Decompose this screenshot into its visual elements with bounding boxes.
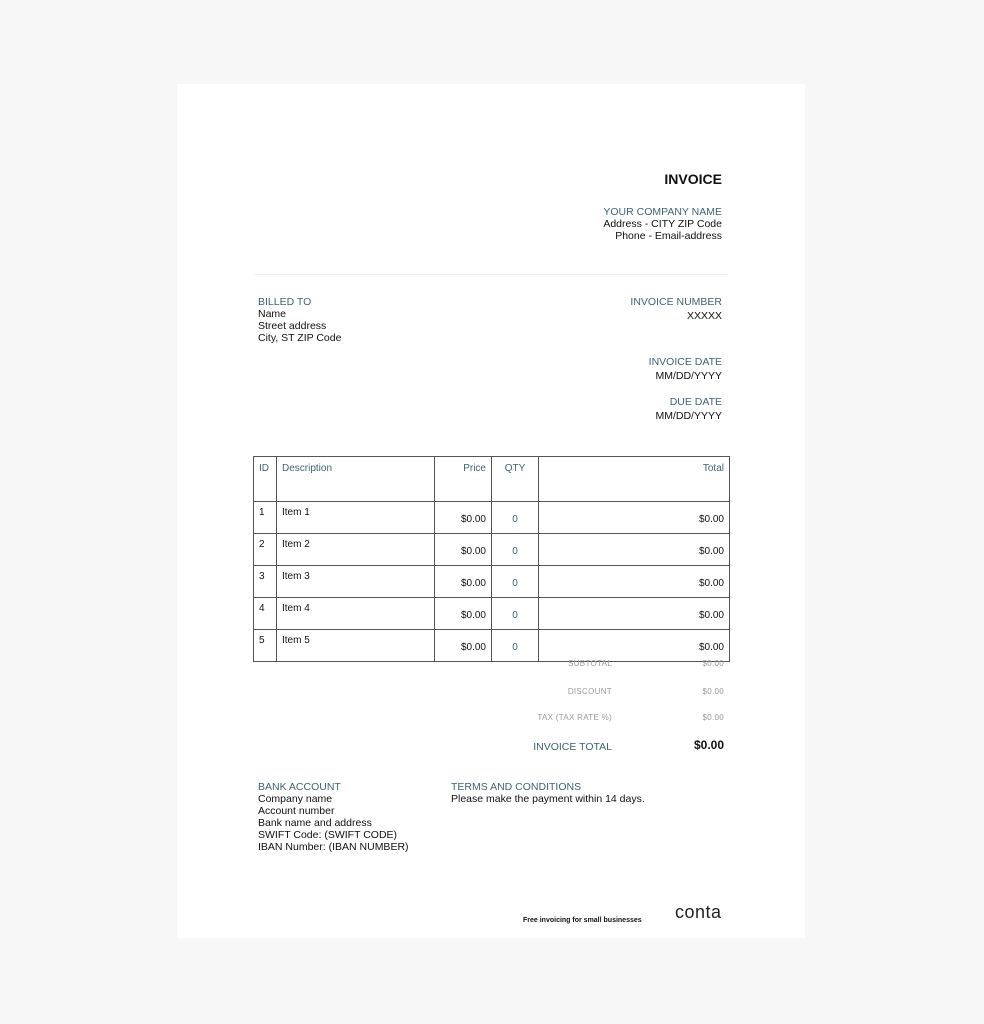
table-row: 3 Item 3 $0.00 0 $0.00 bbox=[253, 565, 730, 598]
row-total: $0.00 bbox=[538, 629, 730, 662]
billed-to-label: BILLED TO bbox=[258, 296, 312, 308]
bank-account-label: BANK ACCOUNT bbox=[258, 781, 341, 793]
row-description: Item 3 bbox=[276, 565, 435, 598]
row-price: $0.00 bbox=[434, 565, 492, 598]
row-qty: 0 bbox=[491, 565, 539, 598]
due-date: MM/DD/YYYY bbox=[655, 410, 722, 422]
conta-logo: conta bbox=[675, 902, 722, 922]
company-name: YOUR COMPANY NAME bbox=[603, 206, 722, 218]
tax-label: TAX (TAX RATE %) bbox=[537, 713, 612, 722]
invoice-total-value: $0.00 bbox=[693, 738, 724, 752]
billed-city: City, ST ZIP Code bbox=[258, 332, 342, 344]
table-header: ID Description Price QTY Total bbox=[253, 456, 730, 502]
bank-line: Company name bbox=[258, 793, 333, 805]
row-price: $0.00 bbox=[434, 597, 492, 630]
row-id: 4 bbox=[253, 597, 277, 630]
table-row: 4 Item 4 $0.00 0 $0.00 bbox=[253, 597, 730, 630]
subtotal-label: SUBTOTAL bbox=[568, 659, 612, 668]
row-qty: 0 bbox=[491, 597, 539, 630]
row-total: $0.00 bbox=[538, 565, 730, 598]
header-description: Description bbox=[276, 456, 435, 502]
bank-account-details: Company name Account number Bank name and … bbox=[258, 793, 409, 853]
invoice-date-label: INVOICE DATE bbox=[648, 356, 722, 368]
due-date-label: DUE DATE bbox=[669, 396, 722, 408]
row-description: Item 2 bbox=[276, 533, 435, 566]
table-row: 5 Item 5 $0.00 0 $0.00 bbox=[253, 629, 730, 662]
discount-label: DISCOUNT bbox=[567, 687, 612, 696]
billed-street: Street address bbox=[258, 320, 327, 332]
header-total: Total bbox=[538, 456, 730, 502]
row-qty: 0 bbox=[491, 533, 539, 566]
items-table: ID Description Price QTY Total 1 Item 1 $0… bbox=[253, 456, 730, 662]
invoice-total-label: INVOICE TOTAL bbox=[533, 741, 612, 753]
row-description: Item 1 bbox=[276, 501, 435, 534]
row-qty: 0 bbox=[491, 629, 539, 662]
invoice-number: XXXXX bbox=[686, 310, 722, 322]
row-id: 5 bbox=[253, 629, 277, 662]
row-description: Item 4 bbox=[276, 597, 435, 630]
row-id: 1 bbox=[253, 501, 277, 534]
terms-text: Please make the payment within 14 days. bbox=[451, 793, 645, 805]
discount-value: $0.00 bbox=[702, 687, 724, 696]
company-contact: Phone - Email-address bbox=[615, 230, 722, 242]
table-row: 2 Item 2 $0.00 0 $0.00 bbox=[253, 533, 730, 566]
footer-tagline: Free invoicing for small businesses bbox=[523, 917, 642, 924]
row-qty: 0 bbox=[491, 501, 539, 534]
bank-line: Account number bbox=[258, 805, 335, 817]
table-row: 1 Item 1 $0.00 0 $0.00 bbox=[253, 501, 730, 534]
company-address: Address - CITY ZIP Code bbox=[603, 218, 722, 230]
bank-line: IBAN Number: (IBAN NUMBER) bbox=[258, 841, 409, 853]
row-total: $0.00 bbox=[538, 501, 730, 534]
header-qty: QTY bbox=[491, 456, 539, 502]
row-price: $0.00 bbox=[434, 501, 492, 534]
invoice-number-label: INVOICE NUMBER bbox=[630, 296, 722, 308]
row-total: $0.00 bbox=[538, 533, 730, 566]
row-id: 3 bbox=[253, 565, 277, 598]
row-price: $0.00 bbox=[434, 629, 492, 662]
invoice-date: MM/DD/YYYY bbox=[655, 370, 722, 382]
row-price: $0.00 bbox=[434, 533, 492, 566]
row-id: 2 bbox=[253, 533, 277, 566]
tax-value: $0.00 bbox=[702, 713, 724, 722]
bank-line: Bank name and address bbox=[258, 817, 372, 829]
billed-name: Name bbox=[258, 308, 287, 320]
row-description: Item 5 bbox=[276, 629, 435, 662]
divider bbox=[255, 274, 728, 275]
header-price: Price bbox=[434, 456, 492, 502]
subtotal-value: $0.00 bbox=[702, 659, 724, 668]
header-id: ID bbox=[253, 456, 277, 502]
bank-line: SWIFT Code: (SWIFT CODE) bbox=[258, 829, 398, 841]
row-total: $0.00 bbox=[538, 597, 730, 630]
terms-label: TERMS AND CONDITIONS bbox=[451, 781, 582, 793]
invoice-title: INVOICE bbox=[664, 171, 722, 187]
